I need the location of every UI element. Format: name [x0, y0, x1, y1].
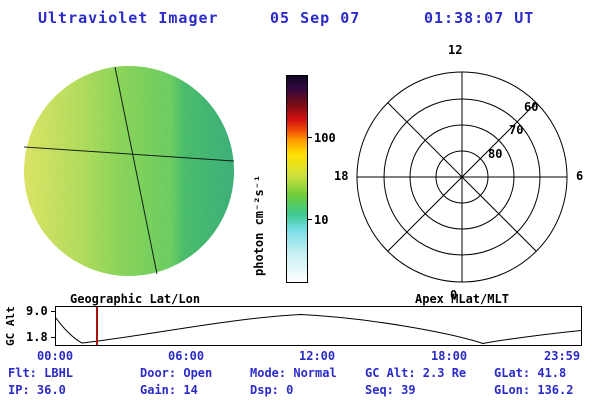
orbit-ytick-9: 9.0 — [26, 304, 48, 318]
colorbar — [286, 75, 308, 283]
orbit-plot — [55, 306, 582, 346]
mlat-label-80: 80 — [488, 147, 503, 161]
app-title: Ultraviolet Imager — [38, 9, 219, 27]
orbit-xtick-0000: 00:00 — [37, 349, 74, 363]
noise-overlay — [24, 66, 234, 276]
grid-line-meridian — [114, 66, 158, 275]
status-dsp: Dsp: 0 — [250, 383, 294, 397]
orbit-xtick-1200: 12:00 — [299, 349, 336, 363]
colorbar-tick-100-mark — [307, 137, 312, 138]
current-time-marker — [96, 307, 98, 345]
status-gc-alt: GC Alt: 2.3 Re — [365, 366, 467, 380]
polar-grid — [356, 71, 568, 283]
colorbar-axis-label: photon cm⁻²s⁻¹ — [252, 174, 266, 276]
status-glat: GLat: 41.8 — [494, 366, 567, 380]
orbit-ytick-9-mark — [51, 311, 55, 312]
caption-geographic-latlon: Geographic Lat/Lon — [70, 292, 201, 306]
mlat-label-60: 60 — [524, 100, 539, 114]
status-door: Door: Open — [140, 366, 213, 380]
status-flt: Flt: LBHL — [8, 366, 74, 380]
time-label: 01:38:07 UT — [424, 9, 535, 27]
orbit-ylabel: GC Alt — [4, 306, 17, 346]
orbit-xtick-0600: 06:00 — [168, 349, 205, 363]
status-seq: Seq: 39 — [365, 383, 416, 397]
orbit-ytick-18-mark — [51, 337, 55, 338]
orbit-ytick-18: 1.8 — [26, 330, 48, 344]
orbit-xtick-2359: 23:59 — [544, 349, 581, 363]
grid-line-parallel — [23, 146, 235, 162]
colorbar-tick-label-100: 100 — [314, 131, 336, 145]
status-mode: Mode: Normal — [250, 366, 337, 380]
orbit-altitude-curve — [56, 313, 581, 345]
orbit-xtick-1800: 18:00 — [431, 349, 468, 363]
mlt-label-6: 6 — [576, 169, 584, 183]
orbit-curve-canvas — [56, 313, 581, 345]
mlt-label-0: 0 — [450, 288, 458, 302]
status-glon: GLon: 136.2 — [494, 383, 574, 397]
uv-disk-image — [23, 66, 235, 276]
spoke-diag-2 — [387, 102, 537, 252]
status-gain: Gain: 14 — [140, 383, 198, 397]
status-ip: IP: 36.0 — [8, 383, 66, 397]
mlt-label-12: 12 — [448, 43, 463, 57]
mlat-label-70: 70 — [509, 123, 524, 137]
colorbar-tick-10-mark — [307, 219, 312, 220]
caption-apex-mlat-mlt: Apex MLat/MLT — [415, 292, 509, 306]
colorbar-tick-label-10: 10 — [314, 213, 329, 227]
date-label: 05 Sep 07 — [270, 9, 361, 27]
mlt-label-18: 18 — [334, 169, 349, 183]
